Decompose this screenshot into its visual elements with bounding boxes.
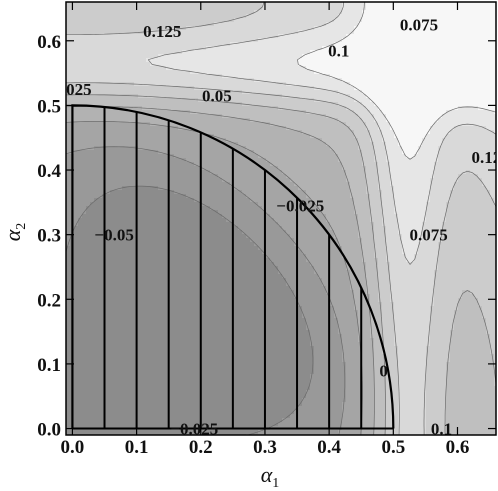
contour-line (297, 2, 496, 160)
contour-label: 0.075 (400, 16, 438, 35)
contour-line (66, 2, 496, 435)
contour-line (66, 106, 375, 435)
x-tick-label: 0.6 (446, 437, 470, 458)
x-axis-title-symbol: α (261, 462, 273, 487)
contour-line (66, 146, 346, 435)
x-axis-title-subscript: 1 (272, 476, 279, 491)
hatched-region (71, 104, 395, 430)
contour-label: 0.125 (143, 22, 181, 41)
contour-label: −0.025 (170, 420, 218, 439)
y-tick-label: 0.0 (37, 420, 61, 441)
contour-label: 0.1 (328, 41, 349, 60)
contour-label: 0.075 (409, 226, 447, 245)
contour-lines (66, 2, 496, 435)
x-tick-label: 0.0 (61, 437, 85, 458)
contour-label: 0.12 (471, 148, 498, 167)
y-tick-label: 0.4 (37, 161, 61, 182)
y-axis: 0.0 0.1 0.2 0.3 0.4 0.5 0.6 (37, 32, 496, 441)
x-tick-label: 0.5 (381, 437, 405, 458)
y-tick-label: 0.3 (37, 226, 61, 247)
y-tick-label: 0.1 (37, 355, 61, 376)
y-tick-label: 0.5 (37, 96, 61, 117)
contour-labels: 0.125 0.1 0.075 025 0.05 0.12 −0.025 −0.05 0.075… (66, 16, 498, 439)
y-axis-title-symbol: α (0, 229, 25, 241)
plot-frame (65, 1, 497, 436)
y-tick-label: 0.6 (37, 32, 61, 53)
x-tick-label: 0.1 (125, 437, 149, 458)
y-tick-label: 0.2 (37, 290, 61, 311)
quarter-circle-boundary (71, 104, 395, 429)
contour-label: −0.025 (276, 197, 324, 216)
contour-label: 0.1 (431, 420, 452, 439)
contour-label: 0.05 (202, 87, 232, 106)
x-axis-title: α1 (261, 462, 280, 491)
contour-label: 025 (66, 80, 92, 99)
x-tick-label: 0.3 (253, 437, 277, 458)
y-axis-title-subscript: 2 (14, 223, 29, 230)
contour-label: −0.05 (94, 226, 133, 245)
y-axis-title: α2 (0, 223, 29, 242)
x-tick-label: 0.4 (317, 437, 341, 458)
contour-label: 0 (379, 361, 388, 380)
contour-line (66, 94, 496, 435)
x-tick-label: 0.2 (189, 437, 213, 458)
contour-line (147, 2, 496, 265)
contour-bands (66, 2, 496, 435)
x-axis: 0.0 0.1 0.2 0.3 0.4 0.5 0.6 (61, 2, 470, 458)
